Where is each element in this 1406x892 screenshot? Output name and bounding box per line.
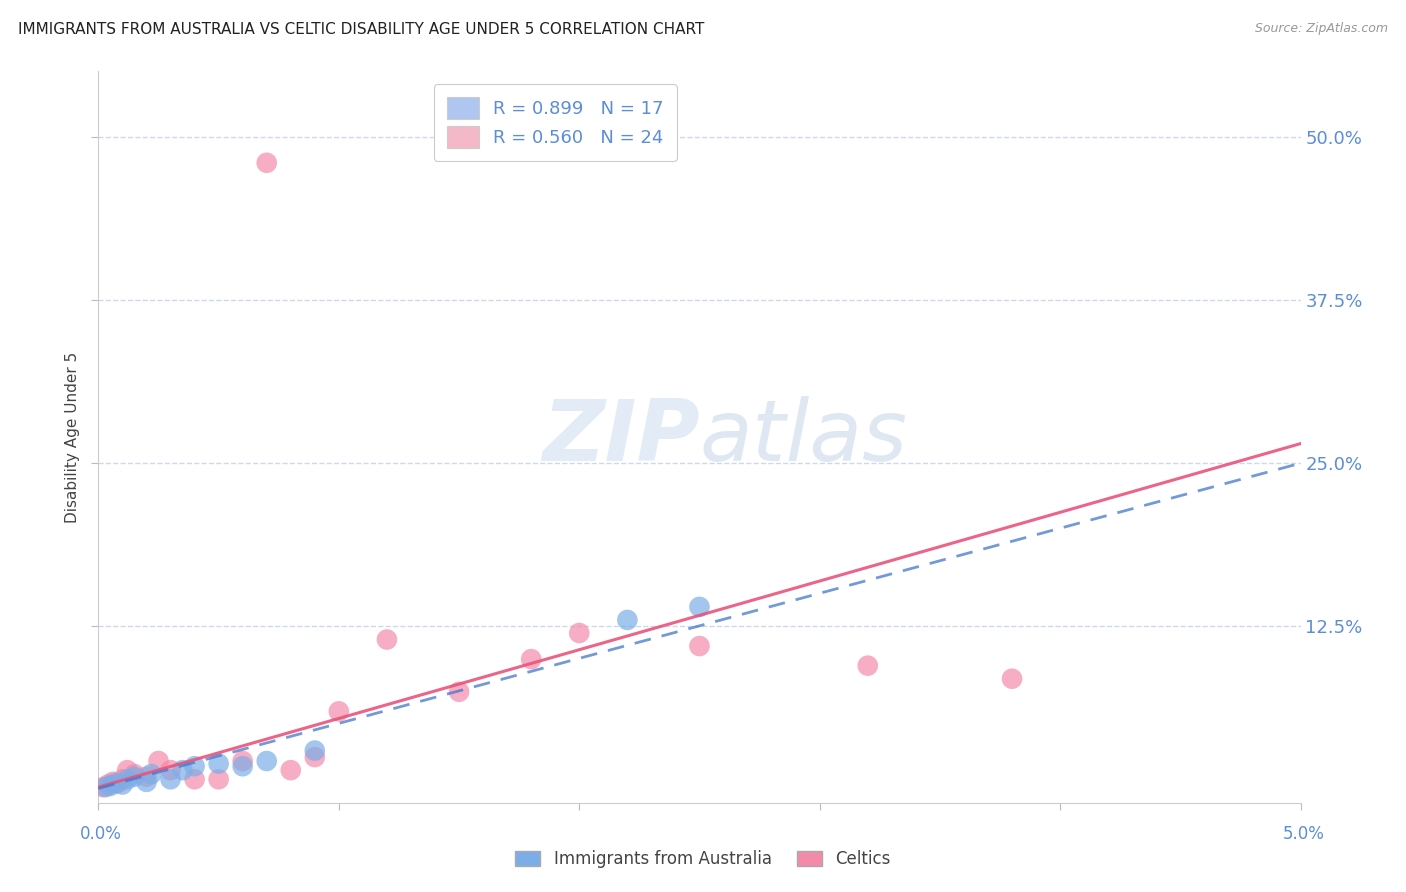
Point (689, 639, 711, 653)
Point (232, 759, 254, 773)
Point (183, 759, 205, 773)
Point (1001, 672, 1024, 686)
Point (616, 613, 638, 627)
Point (91, 780, 114, 794)
Point (94, 780, 117, 794)
Point (101, 775, 124, 789)
Point (135, 770, 157, 784)
Point (107, 776, 129, 790)
Point (117, 763, 139, 777)
Point (280, 763, 302, 777)
Point (256, 754, 278, 768)
Point (148, 754, 170, 768)
Point (159, 763, 181, 777)
Point (135, 775, 157, 789)
Point (208, 772, 231, 787)
Text: atlas: atlas (700, 395, 907, 479)
Legend: Immigrants from Australia, Celtics: Immigrants from Australia, Celtics (509, 844, 897, 875)
Point (208, 756, 231, 771)
Point (328, 705, 350, 719)
Legend: R = 0.899   N = 17, R = 0.560   N = 24: R = 0.899 N = 17, R = 0.560 N = 24 (434, 84, 676, 161)
Point (124, 770, 146, 784)
Text: 0.0%: 0.0% (80, 825, 122, 843)
Y-axis label: Disability Age Under 5: Disability Age Under 5 (65, 351, 80, 523)
Point (232, 754, 254, 768)
Point (856, 658, 879, 673)
Point (568, 626, 591, 640)
Point (111, 772, 134, 787)
Point (100, 779, 122, 793)
Point (117, 772, 139, 787)
Text: 5.0%: 5.0% (1282, 825, 1324, 843)
Point (304, 750, 326, 764)
Point (183, 772, 205, 787)
Text: Source: ZipAtlas.com: Source: ZipAtlas.com (1254, 22, 1388, 36)
Point (104, 776, 127, 790)
Point (159, 772, 181, 787)
Text: ZIP: ZIP (541, 395, 700, 479)
Point (689, 599, 711, 614)
Point (520, 652, 543, 666)
Point (447, 685, 470, 699)
Point (172, 763, 194, 777)
Point (97, 778, 120, 792)
Point (111, 778, 134, 792)
Point (304, 743, 326, 757)
Point (375, 632, 398, 647)
Point (124, 767, 146, 781)
Point (141, 767, 163, 781)
Point (256, 156, 278, 170)
Text: IMMIGRANTS FROM AUSTRALIA VS CELTIC DISABILITY AGE UNDER 5 CORRELATION CHART: IMMIGRANTS FROM AUSTRALIA VS CELTIC DISA… (18, 22, 704, 37)
